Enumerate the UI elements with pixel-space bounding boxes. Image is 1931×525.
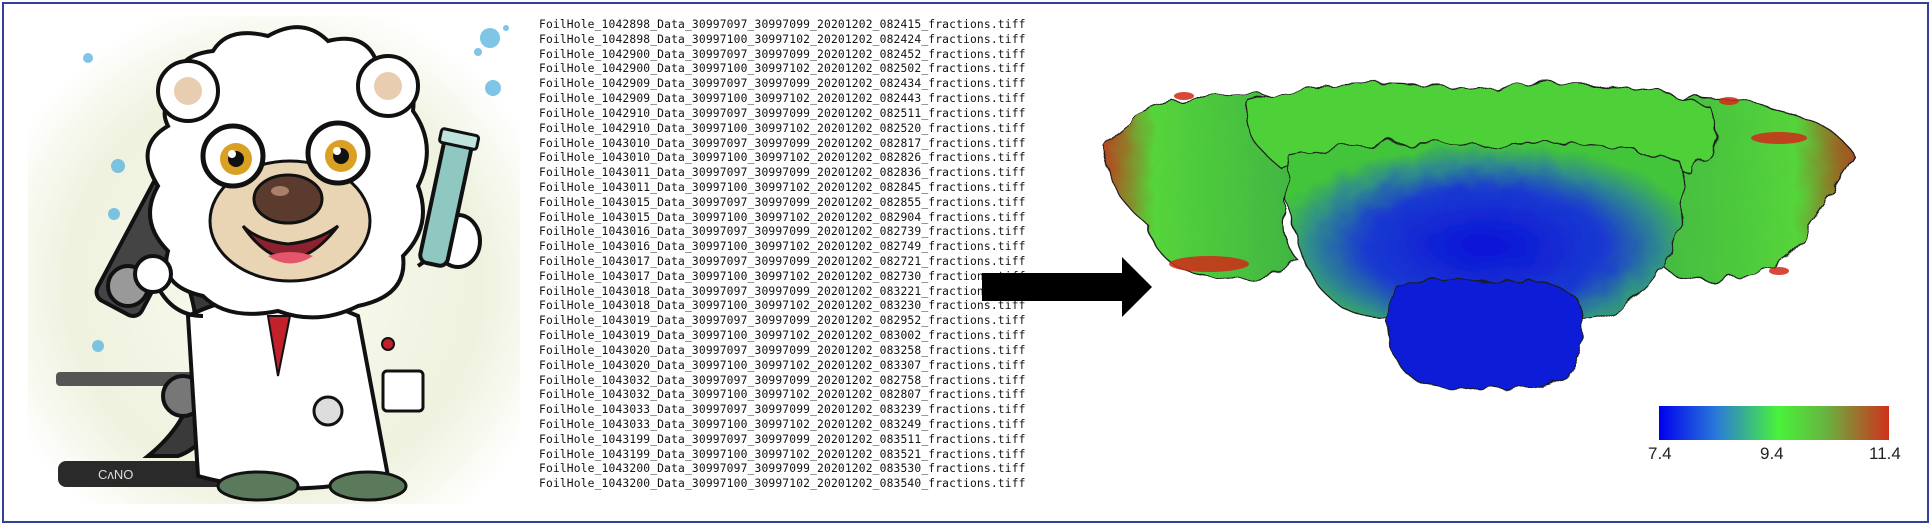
file-list-item: FoilHole_1043015_Data_30997100_30997102_…	[539, 210, 1026, 224]
file-list-item: FoilHole_1043199_Data_30997100_30997102_…	[539, 447, 1026, 461]
file-list-item: FoilHole_1043032_Data_30997097_30997099_…	[539, 373, 1026, 387]
file-list-item: FoilHole_1043020_Data_30997100_30997102_…	[539, 358, 1026, 372]
file-list-item: FoilHole_1043017_Data_30997097_30997099_…	[539, 255, 1026, 268]
file-list-item: FoilHole_1043011_Data_30997100_30997102_…	[539, 180, 1026, 194]
file-list-item: FoilHole_1043200_Data_30997097_30997099_…	[539, 462, 1026, 476]
file-list-item: FoilHole_1043033_Data_30997100_30997102_…	[539, 417, 1026, 431]
file-list-item: FoilHole_1042898_Data_30997100_30997102_…	[539, 32, 1026, 46]
file-list: FoilHole_1042898_Data_30997097_30997099_…	[539, 18, 1064, 502]
bear-scientist-illustration: CᴧNO	[28, 16, 520, 504]
file-list-item: FoilHole_1042910_Data_30997100_30997102_…	[539, 121, 1026, 135]
file-list-item: FoilHole_1043018_Data_30997097_30997099_…	[539, 284, 1026, 298]
file-list-item: FoilHole_1043020_Data_30997097_30997099_…	[539, 343, 1026, 357]
file-list-item: FoilHole_1042898_Data_30997097_30997099_…	[539, 18, 1026, 31]
file-list-item: FoilHole_1043010_Data_30997100_30997102_…	[539, 151, 1026, 165]
file-list-item: FoilHole_1043032_Data_30997100_30997102_…	[539, 388, 1026, 402]
file-list-item: FoilHole_1042900_Data_30997100_30997102_…	[539, 62, 1026, 76]
file-list-item: FoilHole_1043010_Data_30997097_30997099_…	[539, 136, 1026, 150]
density-map-render	[1103, 82, 1855, 390]
file-list-item: FoilHole_1043033_Data_30997097_30997099_…	[539, 403, 1026, 417]
file-list-item: FoilHole_1043016_Data_30997100_30997102_…	[539, 240, 1026, 254]
file-list-item: FoilHole_1042909_Data_30997097_30997099_…	[539, 77, 1026, 91]
colorbar-mid-label: 9.4	[1760, 444, 1784, 463]
colorbar-min-label: 7.4	[1648, 444, 1672, 463]
file-list-item: FoilHole_1042900_Data_30997097_30997099_…	[539, 47, 1026, 61]
file-list-item: FoilHole_1042910_Data_30997097_30997099_…	[539, 106, 1026, 120]
colorbar-max-label: 11.4	[1869, 444, 1901, 463]
file-list-item: FoilHole_1043199_Data_30997097_30997099_…	[539, 432, 1026, 446]
file-list-item: FoilHole_1043011_Data_30997097_30997099_…	[539, 166, 1026, 180]
arrow-shape	[982, 257, 1152, 317]
file-list-item: FoilHole_1043017_Data_30997100_30997102_…	[539, 269, 1026, 283]
file-list-item: FoilHole_1043015_Data_30997097_30997099_…	[539, 195, 1026, 209]
file-list-item: FoilHole_1043200_Data_30997100_30997102_…	[539, 477, 1026, 491]
file-list-item: FoilHole_1043018_Data_30997100_30997102_…	[539, 299, 1026, 313]
microscope-brand-label: CᴧNO	[98, 467, 133, 482]
right-arrow-icon	[982, 257, 1152, 317]
file-list-item: FoilHole_1043019_Data_30997100_30997102_…	[539, 329, 1026, 343]
file-list-item: FoilHole_1042909_Data_30997100_30997102_…	[539, 92, 1026, 106]
colorbar	[1659, 406, 1889, 440]
file-list-item: FoilHole_1043019_Data_30997097_30997099_…	[539, 314, 1026, 328]
file-list-item: FoilHole_1043016_Data_30997097_30997099_…	[539, 225, 1026, 239]
